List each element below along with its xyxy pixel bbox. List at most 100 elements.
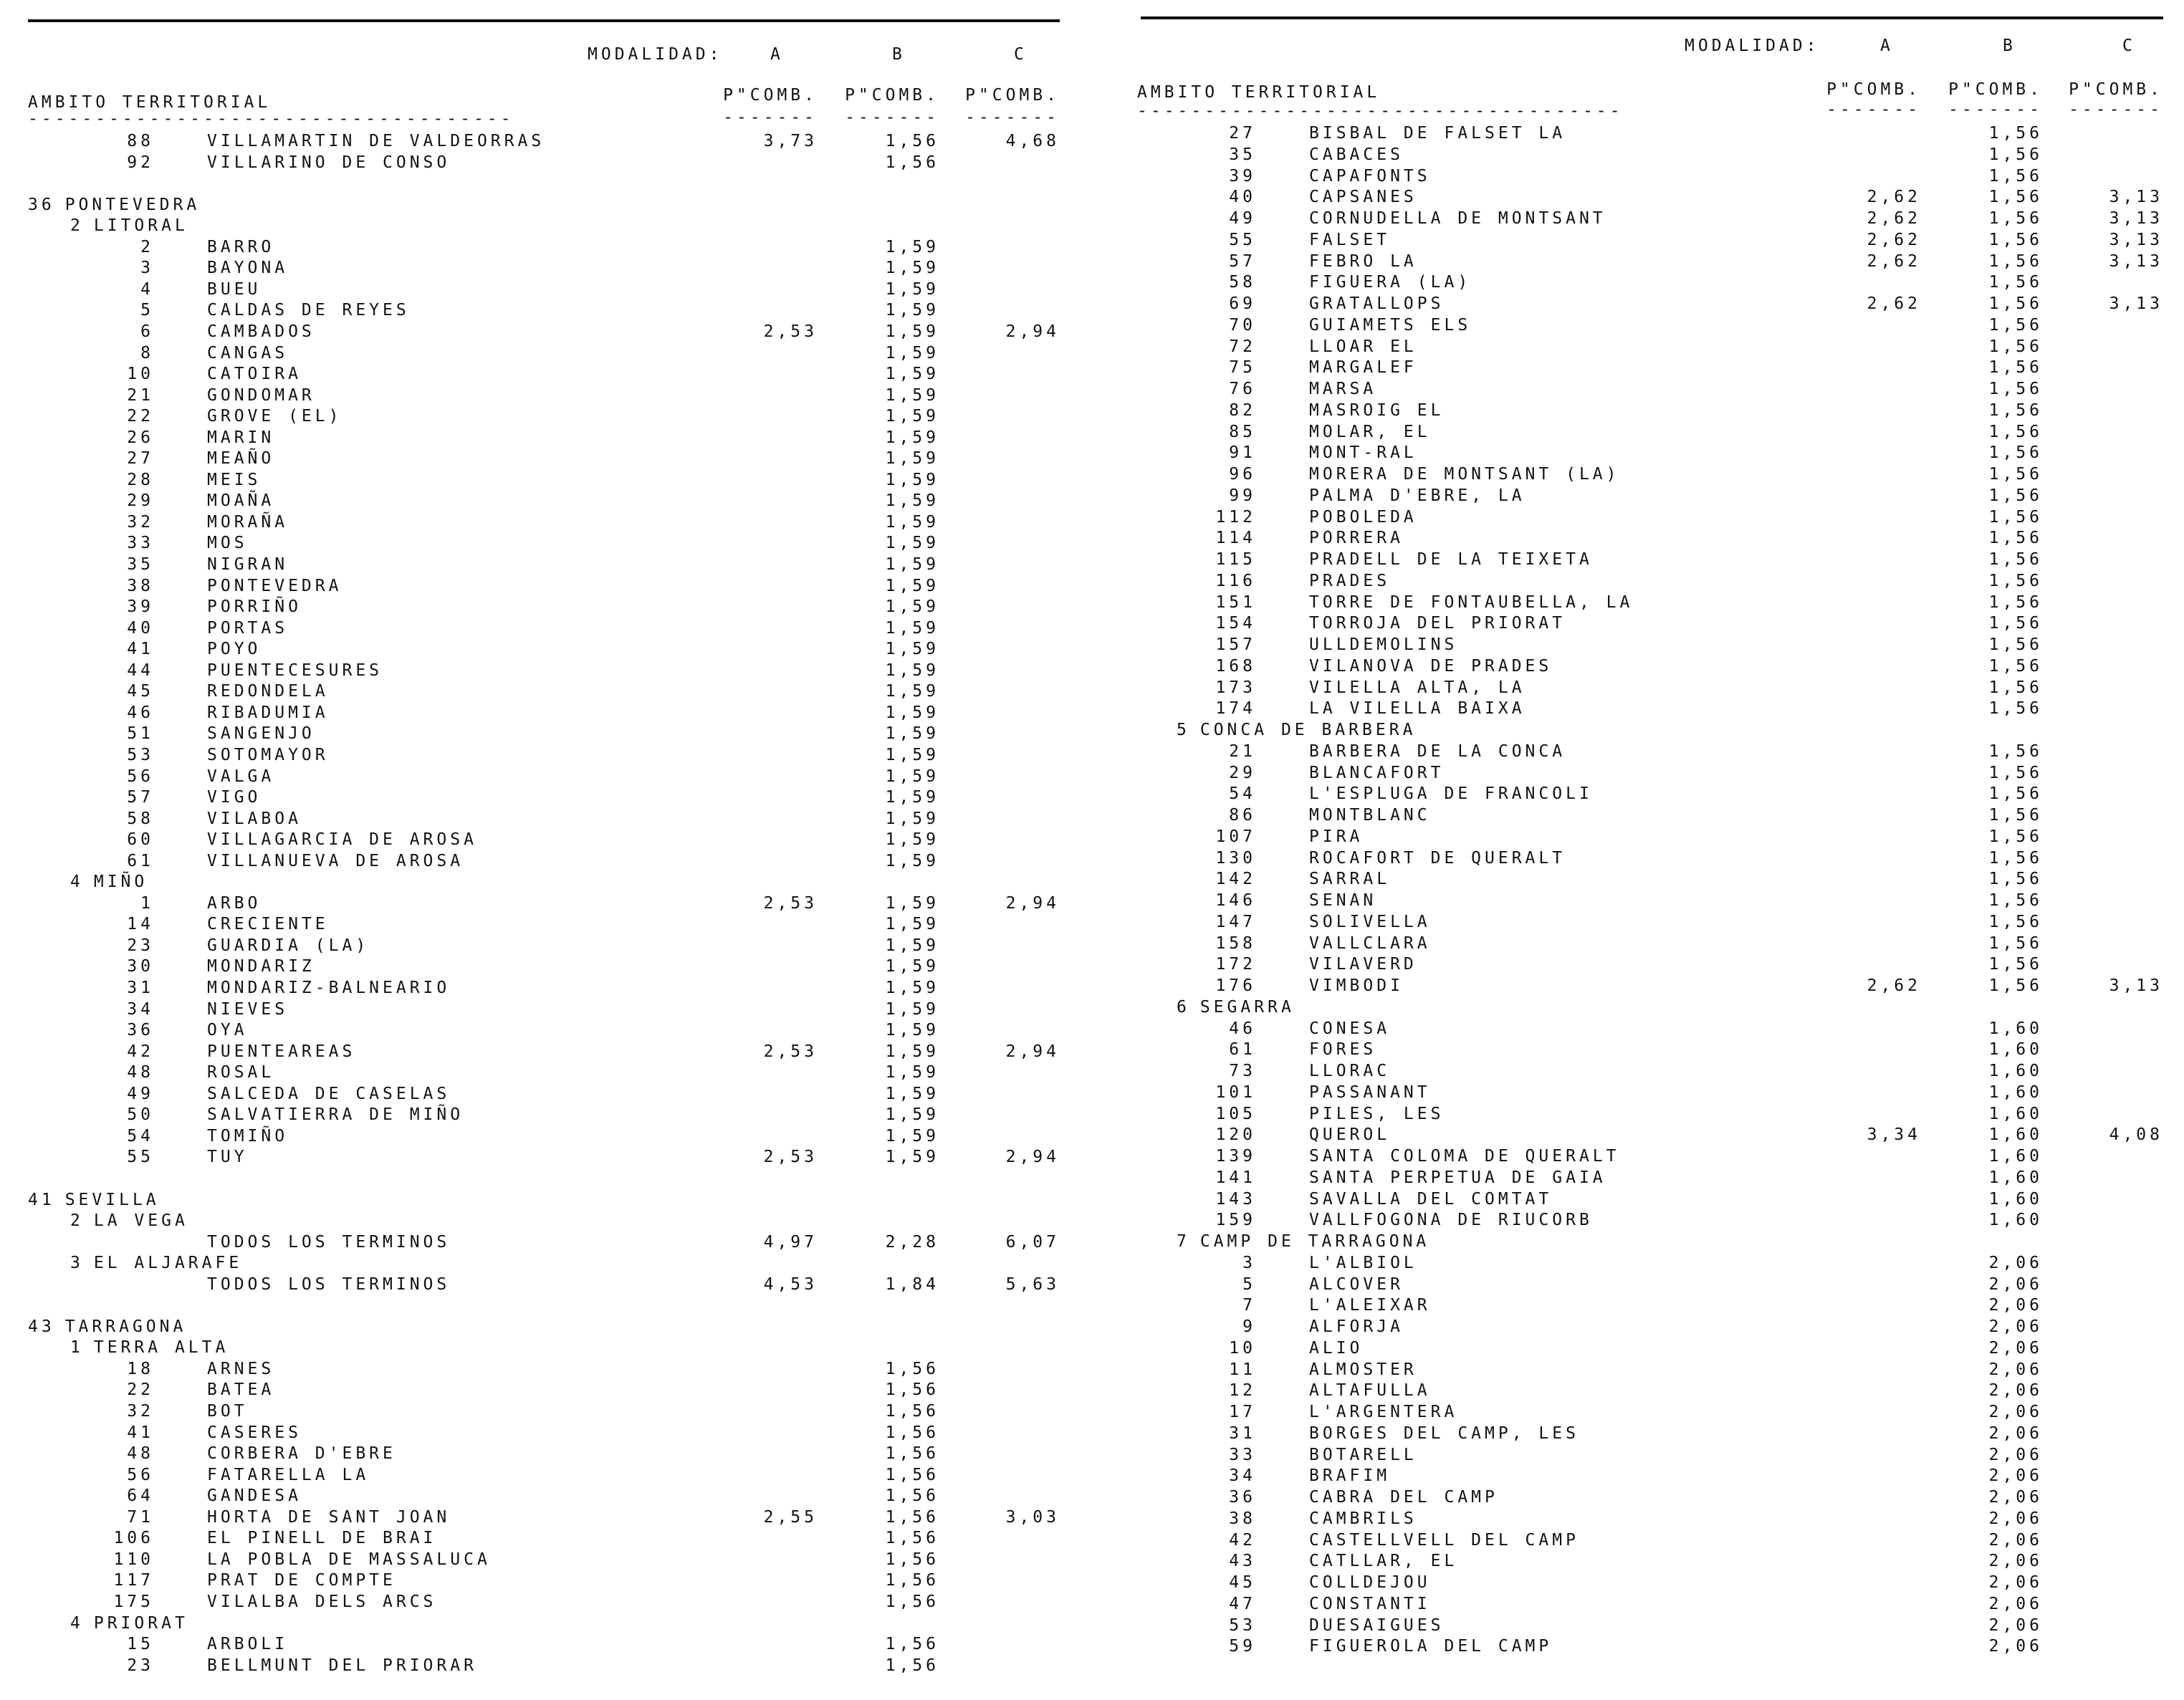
value-b: 1,59 [885,386,939,405]
region-code: 2 [70,1211,84,1230]
municipality-code: 49 [127,1085,154,1103]
column-header-c: P"COMB. [2069,80,2163,99]
municipality-name: MONDARIZ [207,957,315,976]
municipality-code: 40 [127,619,154,638]
province-name: PONTEVEDRA [64,196,201,214]
value-b: 1,59 [885,746,939,764]
municipality-code: 45 [1229,1573,1256,1592]
municipality-code: 31 [127,979,154,997]
municipality-name: FALSET [1309,231,1391,249]
value-b: 1,56 [1988,529,2043,547]
region-name: LA VEGA [93,1211,188,1230]
municipality-code: 120 [1215,1125,1256,1144]
value-b: 2,06 [1988,1381,2043,1400]
municipality-code: 27 [127,449,154,468]
municipality-code: 114 [1215,529,1256,547]
municipality-name: VILALBA DELS ARCS [207,1593,437,1611]
municipality-name: ALIO [1309,1339,1364,1358]
value-b: 1,59 [885,301,939,320]
municipality-name: CATOIRA [207,365,302,383]
value-b: 1,56 [885,1508,939,1527]
municipality-name: VILLAGARCIA DE AROSA [207,830,477,849]
region-name: MIÑO [93,873,148,891]
value-a: 2,53 [763,894,818,913]
municipality-code: 6 [140,322,154,341]
municipality-code: 55 [127,1148,154,1166]
municipality-code: 21 [1229,742,1256,761]
value-b: 1,59 [885,703,939,722]
value-b: 2,06 [1988,1595,2043,1613]
value-a: 2,62 [1867,294,1921,313]
value-b: 1,59 [885,365,939,383]
municipality-code: 112 [1215,508,1256,527]
value-b: 1,59 [885,555,939,574]
value-b: 1,56 [1988,380,2043,398]
municipality-code: 34 [127,1000,154,1019]
value-b: 1,56 [1988,678,2043,697]
municipality-name: ALTAFULLA [1309,1381,1431,1400]
value-b: 1,56 [1988,955,2043,974]
municipality-code: 41 [127,1423,154,1442]
value-b: 1,56 [885,1380,939,1399]
value-b: 1,59 [885,471,939,489]
municipality-name: POYO [207,640,262,658]
column-underline-b: ------- [1948,100,2043,119]
municipality-name: PORRIÑO [207,597,302,616]
municipality-name: PRADES [1309,572,1391,590]
municipality-code: 36 [1229,1488,1256,1507]
municipality-name: MONT-RAL [1309,443,1417,462]
column-underline-c: ------- [2069,100,2163,119]
municipality-name: FIGUERA (LA) [1309,273,1472,292]
value-b: 1,59 [885,915,939,933]
value-b: 2,06 [1988,1552,2043,1570]
municipality-code: 70 [1229,316,1256,335]
column-header-b: P"COMB. [1948,80,2043,99]
value-b: 2,06 [1988,1466,2043,1485]
value-b: 1,56 [885,132,939,150]
municipality-name: PALMA D'EBRE, LA [1309,486,1526,505]
value-b: 1,59 [885,1105,939,1124]
value-b: 1,56 [1988,764,2043,782]
municipality-name: QUEROL [1309,1125,1391,1144]
municipality-name: CASTELLVELL DEL CAMP [1309,1531,1579,1550]
municipality-name: VILLAMARTIN DE VALDEORRAS [207,132,545,150]
value-b: 1,56 [1988,976,2043,995]
value-b: 1,60 [1988,1040,2043,1059]
municipality-code: 30 [127,957,154,976]
municipality-code: 12 [1229,1381,1256,1400]
municipality-name: LLOAR EL [1309,337,1417,356]
value-b: 1,56 [1988,784,2043,803]
value-b: 1,60 [1988,1168,2043,1187]
municipality-code: 53 [127,746,154,764]
municipality-name: SENAN [1309,891,1377,910]
municipality-code: 110 [113,1550,154,1569]
municipality-name: GUIAMETS ELS [1309,316,1472,335]
municipality-code: 26 [127,428,154,447]
municipality-name: TORRE DE FONTAUBELLA, LA [1309,593,1634,612]
value-b: 1,60 [1988,1062,2043,1080]
value-a: 2,55 [763,1508,818,1527]
value-b: 1,59 [885,788,939,807]
municipality-name: CONSTANTI [1309,1595,1431,1613]
value-a: 3,73 [763,132,818,150]
municipality-code: 33 [127,534,154,552]
municipality-name: VALGA [207,767,275,786]
municipality-name: BELLMUNT DEL PRIORAR [207,1656,477,1675]
value-b: 1,59 [885,852,939,870]
province-name: TARRAGONA [64,1317,187,1336]
value-b: 1,59 [885,1063,939,1082]
municipality-name: VILABOA [207,810,302,828]
municipality-code: 72 [1229,337,1256,356]
value-b: 1,59 [885,577,939,595]
municipality-name: CRECIENTE [207,915,329,933]
value-b: 1,56 [1988,550,2043,569]
value-b: 1,59 [885,979,939,997]
municipality-name: L'ESPLUGA DE FRANCOLI [1309,784,1593,803]
region-heading: 5 CONCA DE BARBERA [1177,720,1416,740]
municipality-code: 154 [1215,614,1256,633]
value-a: 2,62 [1867,976,1921,995]
municipality-name: CONESA [1309,1019,1391,1038]
municipality-name: TORROJA DEL PRIORAT [1309,614,1566,633]
municipality-code: 44 [127,661,154,680]
value-b: 1,56 [1988,913,2043,931]
